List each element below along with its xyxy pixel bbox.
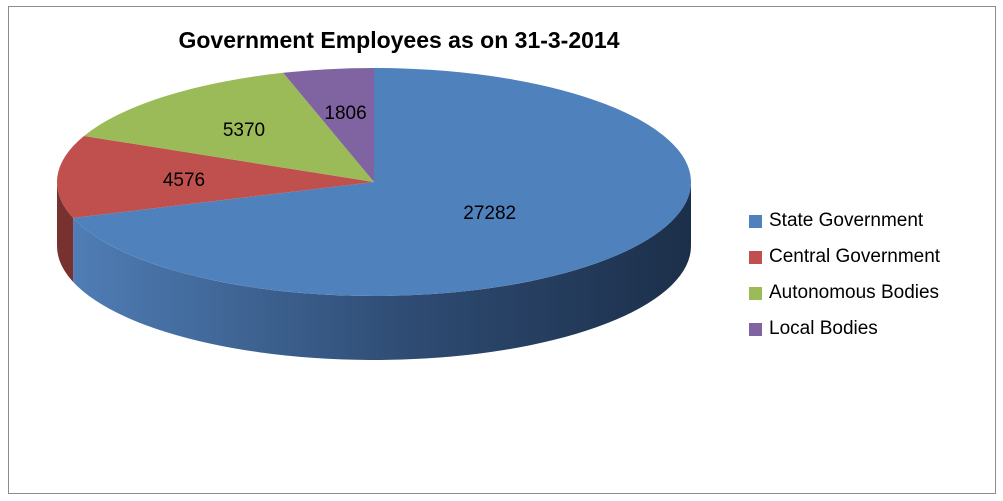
chart-area: Government Employees as on 31-3-2014 272… — [8, 6, 996, 494]
legend-swatch — [749, 250, 762, 264]
legend-label: Autonomous Bodies — [769, 282, 940, 303]
pie-slice-local-bodies — [283, 68, 374, 182]
pie-slice-central-government — [57, 135, 375, 218]
legend-item-state-government: State Government — [749, 203, 940, 239]
legend-swatch — [749, 214, 762, 228]
chart-title: Government Employees as on 31-3-2014 — [178, 27, 620, 53]
data-label-autonomous-bodies: 5370 — [223, 120, 265, 141]
legend-item-local-bodies: Local Bodies — [749, 311, 940, 347]
pie-chart: 27282 4576 5370 1806 — [57, 68, 691, 360]
legend-label: State Government — [769, 210, 924, 231]
legend-swatch — [749, 286, 762, 300]
pie-side-state-government — [73, 182, 691, 360]
legend-item-central-government: Central Government — [749, 239, 940, 275]
legend-label: Local Bodies — [769, 318, 878, 339]
pie-side-central-government — [57, 182, 74, 282]
data-label-local-bodies: 1806 — [324, 103, 366, 124]
pie-slice-autonomous-bodies — [83, 72, 374, 182]
data-label-state-government: 27282 — [463, 203, 516, 224]
data-label-central-government: 4576 — [163, 170, 205, 191]
legend-item-autonomous-bodies: Autonomous Bodies — [749, 275, 940, 311]
legend-label: Central Government — [769, 246, 941, 267]
pie-slice-state-government — [73, 68, 691, 296]
legend-swatch — [749, 322, 762, 336]
chart-legend: State Government Central Government Autono… — [749, 203, 940, 347]
